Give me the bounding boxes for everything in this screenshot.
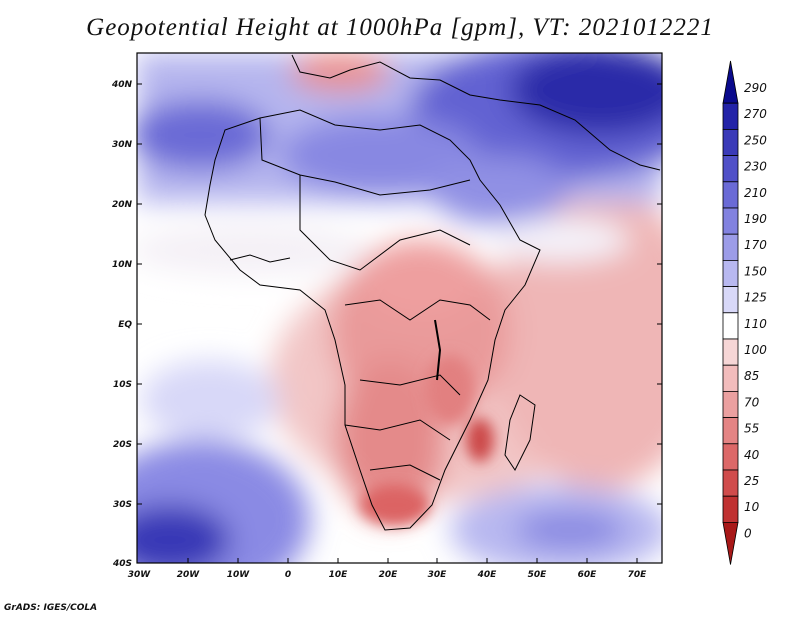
colorbar-swatch (722, 207, 739, 235)
lon-label: 30E (428, 570, 448, 580)
colorbar-label: 270 (744, 107, 767, 121)
lon-label: 70E (628, 570, 648, 580)
lon-label: 50E (528, 570, 548, 580)
colorbar-label: 150 (744, 264, 767, 278)
latitude-axis: 40N 30N 20N 10N EQ 10S 20S 30S 40S (111, 80, 662, 569)
colorbar-label: 125 (744, 291, 767, 305)
colorbar-label: 210 (744, 186, 767, 200)
colorbar-swatch (722, 522, 739, 565)
lat-label: 30S (113, 500, 132, 510)
colorbar-swatch (722, 312, 739, 340)
colorbar-label: 40 (744, 448, 760, 462)
lon-label: 0 (285, 570, 291, 580)
lat-label: 10N (112, 260, 133, 270)
colorbar-swatch (722, 155, 739, 183)
lat-label: 10S (113, 380, 132, 390)
colorbar-label: 70 (744, 395, 760, 409)
grads-credit: GrADS: IGES/COLA (4, 603, 98, 613)
colorbar-swatch (722, 338, 739, 366)
colorbar: 2902702502302101901701501251101008570554… (722, 60, 767, 565)
colorbar-label: 0 (744, 526, 752, 540)
lat-label: 20S (113, 440, 132, 450)
colorbar-label: 110 (744, 317, 767, 331)
colorbar-swatch (722, 181, 739, 209)
colorbar-label: 250 (744, 133, 767, 147)
coastlines (204, 54, 661, 531)
colorbar-swatch (722, 128, 739, 156)
colorbar-swatch (722, 286, 739, 314)
colorbar-label: 55 (744, 422, 759, 436)
colorbar-swatch (722, 60, 739, 104)
colorbar-swatch (722, 469, 739, 497)
colorbar-label: 100 (744, 343, 767, 357)
lat-label: EQ (118, 320, 132, 330)
colorbar-swatch (722, 102, 739, 130)
colorbar-swatch (722, 364, 739, 392)
colorbar-swatch (722, 443, 739, 471)
colorbar-label: 190 (744, 212, 767, 226)
colorbar-label: 85 (744, 369, 759, 383)
colorbar-swatch (722, 233, 739, 261)
lon-label: 40E (477, 570, 498, 580)
map-frame (136, 52, 663, 564)
lat-label: 20N (112, 200, 133, 210)
lon-label: 10W (227, 570, 251, 580)
colorbar-label: 10 (744, 500, 760, 514)
colorbar-swatch (722, 390, 739, 418)
colorbar-swatch (722, 495, 739, 523)
map-title: Geopotential Height at 1000hPa [gpm], VT… (86, 14, 714, 41)
lat-label: 30N (112, 140, 133, 150)
lon-label: 60E (578, 570, 598, 580)
colorbar-swatch (722, 259, 739, 287)
longitude-axis: 30W 20W 10W 0 10E 20E 30E 40E 50E 60E 70… (128, 558, 647, 580)
colorbar-label: 230 (744, 160, 767, 174)
lat-label: 40S (112, 559, 132, 569)
colorbar-label: 25 (744, 474, 759, 488)
lon-label: 20E (379, 570, 399, 580)
colorbar-swatch (722, 417, 739, 445)
lat-label: 40N (111, 80, 133, 90)
lon-label: 30W (128, 570, 152, 580)
colorbar-label: 170 (744, 238, 767, 252)
colorbar-label: 290 (744, 81, 767, 95)
map-panel[interactable]: 40N 30N 20N 10N EQ 10S 20S 30S 40S 30W 2… (90, 40, 710, 600)
lon-label: 20W (177, 570, 201, 580)
lon-label: 10E (329, 570, 349, 580)
height-field (137, 53, 662, 563)
